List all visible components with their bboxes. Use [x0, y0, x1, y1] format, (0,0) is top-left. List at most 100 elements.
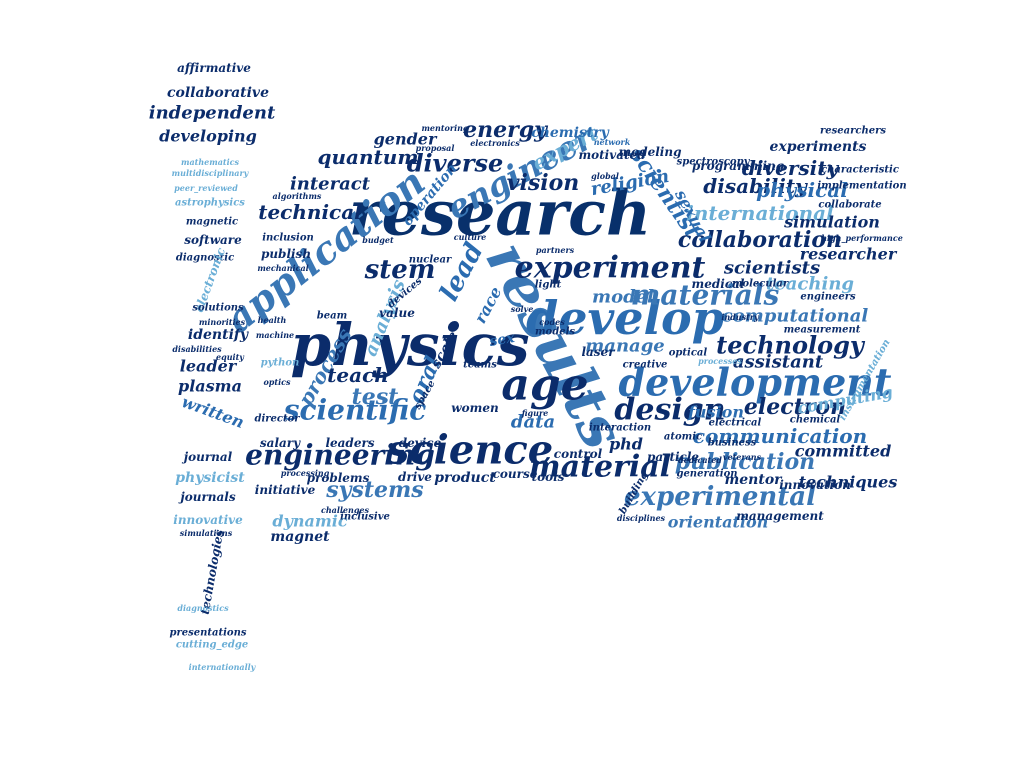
cloud-word-mentor: mentor: [724, 472, 783, 488]
cloud-word-development: development: [619, 360, 892, 405]
cloud-word-culture: culture: [454, 232, 487, 242]
cloud-word-spectroscopy: spectroscopy: [677, 157, 751, 168]
cloud-word-researcher: researcher: [800, 245, 898, 264]
cloud-word-programming: programming: [692, 159, 784, 173]
cloud-word-astrophysics: astrophysics: [175, 198, 245, 209]
cloud-word-dynamic: dynamic: [272, 512, 347, 531]
cloud-word-research: research: [349, 177, 651, 250]
cloud-word-implementation: implementation: [817, 181, 906, 192]
cloud-word-chemistry: chemistry: [531, 125, 609, 141]
cloud-word-particle: particle: [647, 450, 699, 464]
cloud-word-physics: physics: [290, 311, 529, 379]
cloud-word-initiative: initiative: [255, 483, 316, 497]
cloud-word-value: value: [379, 306, 415, 320]
cloud-word-director: director: [254, 414, 300, 425]
cloud-word-medical: medical: [692, 277, 745, 291]
cloud-word-management: management: [736, 509, 824, 523]
cloud-word-engineering: engineering: [245, 439, 435, 472]
cloud-word-simulations: simulations: [180, 528, 233, 538]
cloud-word-internationally: internationally: [189, 662, 257, 672]
cloud-word-presentations: presentations: [170, 628, 247, 639]
cloud-word-business: business: [708, 438, 757, 449]
cloud-word-industry: industry: [721, 312, 760, 322]
cloud-word-veterans: veterans: [723, 452, 762, 462]
cloud-word-orientation: orientation: [668, 513, 769, 532]
cloud-word-network: network: [594, 137, 631, 147]
cloud-word-model: model: [592, 287, 654, 308]
cloud-word-atomic: atomic: [664, 432, 702, 443]
cloud-word-figure: figure: [521, 408, 549, 418]
cloud-word-innovation: innovation: [779, 478, 851, 492]
cloud-word-equity: equity: [216, 352, 245, 362]
cloud-word-light: light: [535, 280, 562, 291]
cloud-word-develop: develop: [526, 291, 724, 345]
cloud-word-software: software: [184, 233, 242, 247]
cloud-word-characteristic: characteristic: [821, 165, 899, 176]
cloud-word-mechanical: mechanical: [257, 263, 308, 273]
cloud-word-budget: budget: [362, 235, 394, 245]
cloud-word-tools: tools: [532, 470, 565, 484]
cloud-word-course: course: [493, 467, 538, 481]
cloud-word-teams: teams: [463, 360, 497, 371]
cloud-word-design: design: [614, 393, 725, 428]
cloud-word-solve: solve: [511, 304, 534, 314]
cloud-word-disabilities: disabilities: [172, 344, 222, 354]
cloud-word-gender: gender: [374, 130, 438, 149]
cloud-word-physical: physical: [756, 178, 848, 202]
cloud-word-partners: partners: [536, 245, 575, 255]
cloud-word-leaders: leaders: [325, 436, 374, 450]
cloud-word-optical: optical: [669, 348, 708, 359]
cloud-word-molecular: molecular: [732, 279, 789, 290]
cloud-word-motivated: motivated: [578, 148, 646, 162]
cloud-word-women: women: [451, 401, 498, 415]
cloud-word-solutions: solutions: [192, 303, 244, 314]
cloud-word-machine: machine: [256, 330, 294, 340]
cloud-word-materials: materials: [631, 279, 780, 312]
cloud-word-optics: optics: [263, 377, 291, 387]
cloud-word-journal: journal: [182, 450, 233, 464]
cloud-word-technology: technology: [716, 331, 866, 360]
cloud-word-cutting-edge: cutting_edge: [176, 640, 248, 651]
cloud-word-computational: computational: [722, 306, 869, 327]
cloud-word-identify: identify: [188, 327, 249, 343]
cloud-word-diverse: diverse: [407, 149, 504, 178]
cloud-word-product: product: [434, 470, 496, 486]
cloud-word-global: global: [591, 171, 619, 181]
cloud-word-publication: publication: [675, 449, 815, 475]
cloud-word-affirmative: affirmative: [177, 61, 251, 75]
cloud-word-developing: developing: [159, 127, 257, 146]
cloud-word-vision: vision: [507, 170, 580, 196]
cloud-word-electrical: electrical: [709, 418, 762, 429]
cloud-word-fusion: fusion: [687, 403, 744, 422]
cloud-word-disciplines: disciplines: [617, 513, 666, 523]
cloud-word-simulation: simulation: [783, 213, 880, 232]
cloud-word-independent: independent: [149, 103, 276, 124]
cloud-word-scientists: scientists: [723, 258, 820, 279]
cloud-word-laser: laser: [581, 345, 616, 359]
cloud-word-test: test: [352, 384, 399, 410]
word-cloud-words: researchresultsphysicsdevelopageapplicat…: [149, 61, 907, 672]
cloud-word-minorities: minorities: [199, 317, 246, 327]
cloud-word-technical: technical: [258, 200, 362, 224]
cloud-word-innovative: innovative: [173, 513, 243, 527]
cloud-word-science: science: [386, 427, 553, 474]
cloud-word-drive: drive: [398, 470, 432, 484]
cloud-word-magnet: magnet: [270, 529, 330, 545]
cloud-word-modeling: modeling: [619, 145, 682, 159]
cloud-word-electronics: electronics: [470, 138, 520, 148]
cloud-word-journals: journals: [178, 490, 235, 504]
cloud-word-engineers: engineers: [800, 292, 856, 303]
cloud-word-collaborative: collaborative: [167, 85, 269, 101]
cloud-word-plasma: plasma: [178, 377, 242, 396]
cloud-word-quantum: quantum: [318, 145, 419, 169]
cloud-word-manage: manage: [585, 336, 665, 357]
cloud-word-algorithms: algorithms: [273, 191, 322, 201]
cloud-word-international: international: [686, 201, 834, 225]
cloud-word-inclusion: inclusion: [262, 233, 314, 244]
cloud-word-age: age: [501, 360, 588, 411]
cloud-word-diversity: diversity: [742, 156, 840, 180]
cloud-word-processing: processing: [281, 468, 330, 478]
cloud-word-beam: beam: [317, 311, 347, 322]
cloud-word-researchers: researchers: [820, 126, 886, 137]
